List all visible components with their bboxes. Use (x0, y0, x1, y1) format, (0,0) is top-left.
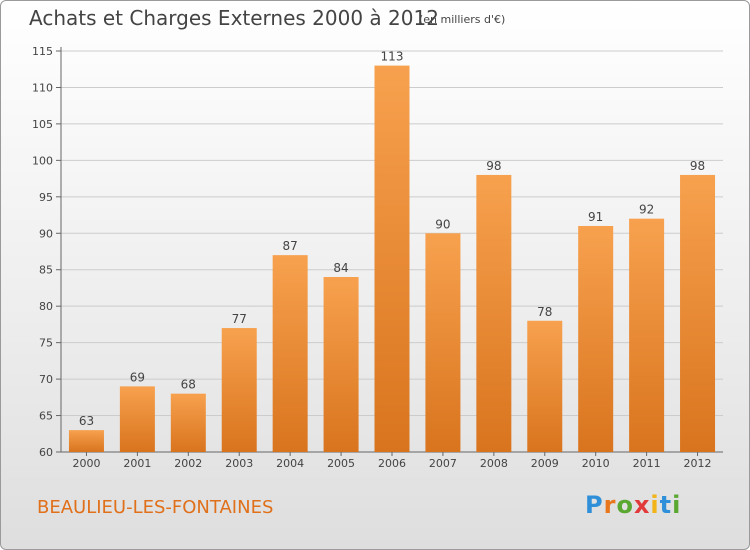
y-tick-label: 75 (39, 337, 53, 350)
bars (68, 65, 716, 453)
logo-letter: x (633, 491, 651, 519)
y-tick-label: 85 (39, 264, 53, 277)
data-label-2006: 113 (381, 50, 404, 64)
y-tick-label: 105 (32, 118, 53, 131)
data-label-2010: 91 (588, 210, 603, 224)
bar-2002 (170, 393, 206, 452)
data-labels: 63 69 68 77 87 84 113 90 98 78 91 92 98 (79, 50, 705, 429)
x-tick-label-2001: 2001 (123, 457, 151, 470)
x-tick-label-2000: 2000 (72, 457, 100, 470)
y-tick-label: 90 (39, 227, 53, 240)
logo-letter: t (659, 491, 673, 519)
data-label-2004: 87 (283, 239, 298, 253)
x-tick-labels: 2000 2001 2002 2003 2004 2005 2006 2007 2008 2009… (72, 452, 712, 470)
x-tick-label-2007: 2007 (429, 457, 457, 470)
x-tick-label-2011: 2011 (633, 457, 661, 470)
data-label-2012: 98 (690, 159, 705, 173)
logo-letter: r (603, 491, 617, 519)
data-label-2002: 68 (181, 378, 196, 392)
x-tick-label-2009: 2009 (531, 457, 559, 470)
chart-subtitle: (en milliers d'€) (419, 13, 506, 26)
x-tick-label-2004: 2004 (276, 457, 304, 470)
logo-letter: o (616, 491, 634, 519)
proxiti-logo: Proxiti (585, 491, 681, 519)
bar-2001 (119, 386, 155, 452)
logo-letter: i (650, 491, 660, 519)
bar-2009 (527, 320, 563, 452)
data-label-2001: 69 (130, 370, 145, 384)
bar-2012 (680, 174, 716, 453)
y-tick-label: 100 (32, 154, 53, 167)
commune-name: BEAULIEU-LES-FONTAINES (37, 497, 274, 518)
y-tick-label: 70 (39, 373, 53, 386)
x-tick-label-2008: 2008 (480, 457, 508, 470)
data-label-2005: 84 (333, 261, 348, 275)
bar-2004 (272, 255, 308, 452)
bar-2007 (425, 233, 461, 452)
data-label-2003: 77 (232, 312, 247, 326)
y-tick-label: 110 (32, 81, 53, 94)
bar-2003 (221, 328, 257, 452)
data-label-2011: 92 (639, 203, 654, 217)
logo-letter: i (672, 491, 682, 519)
x-tick-label-2002: 2002 (174, 457, 202, 470)
bar-2010 (578, 225, 614, 452)
chart-title: Achats et Charges Externes 2000 à 2012 (29, 6, 439, 30)
data-label-2000: 63 (79, 414, 94, 428)
bar-2006 (374, 65, 410, 452)
x-tick-label-2006: 2006 (378, 457, 406, 470)
x-tick-label-2010: 2010 (582, 457, 610, 470)
bar-2000 (68, 430, 104, 452)
x-tick-label-2005: 2005 (327, 457, 355, 470)
y-tick-label: 65 (39, 410, 53, 423)
y-tick-labels: 60 65 70 75 80 85 90 95 100 105 110 115 (32, 45, 53, 459)
data-label-2008: 98 (486, 159, 501, 173)
x-tick-label-2012: 2012 (684, 457, 712, 470)
y-tick-label: 80 (39, 300, 53, 313)
x-tick-label-2003: 2003 (225, 457, 253, 470)
bar-2005 (323, 277, 359, 452)
bar-2008 (476, 174, 512, 453)
data-label-2007: 90 (435, 217, 450, 231)
data-label-2009: 78 (537, 305, 552, 319)
bar-2011 (629, 218, 665, 452)
y-tick-label: 95 (39, 191, 53, 204)
logo-letter: P (585, 491, 604, 519)
y-tick-label: 60 (39, 446, 53, 459)
y-tick-label: 115 (32, 45, 53, 58)
